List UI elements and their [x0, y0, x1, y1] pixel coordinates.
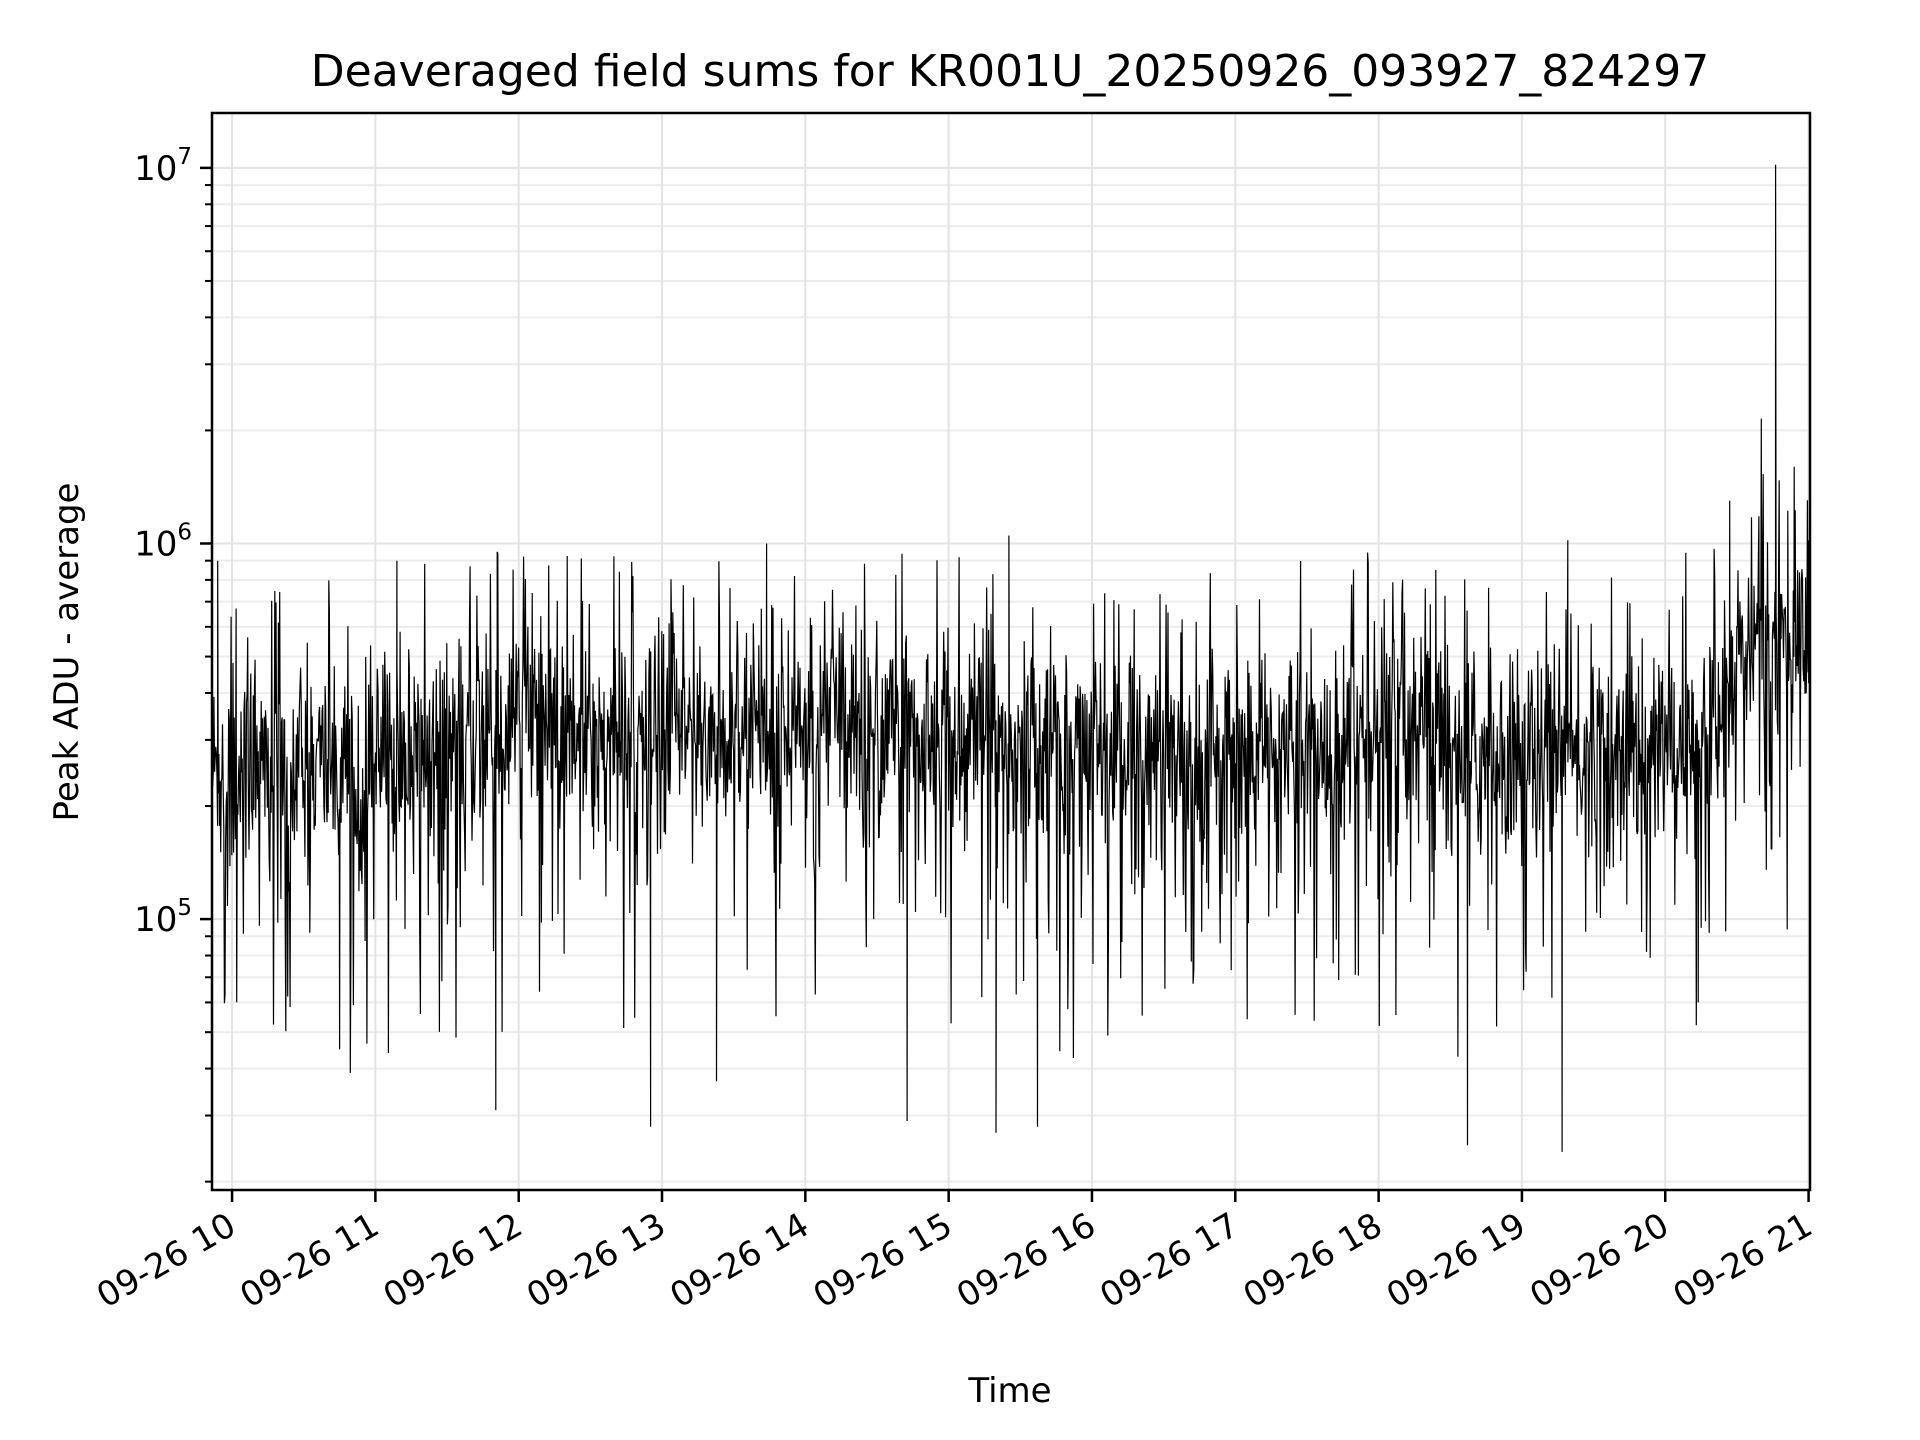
x-tick-label: 09-26 21 — [1667, 1205, 1819, 1316]
x-tick-label: 09-26 18 — [1237, 1205, 1389, 1316]
x-tick-label: 09-26 14 — [663, 1205, 815, 1316]
x-tick-label: 09-26 15 — [807, 1205, 959, 1316]
series-deaveraged-field-sum — [212, 164, 1810, 1152]
plot-area-frame — [210, 111, 1812, 1192]
x-tick-label: 09-26 11 — [233, 1205, 385, 1316]
x-tick-label: 09-26 10 — [90, 1205, 242, 1316]
x-tick-label: 09-26 13 — [520, 1205, 672, 1316]
chart-title: Deaveraged field sums for KR001U_2025092… — [311, 46, 1709, 97]
y-axis: 105 106 107 — [134, 144, 212, 1183]
series-line — [212, 164, 1810, 1152]
y-tick-label: 105 — [134, 895, 192, 940]
y-tick-label: 106 — [134, 519, 192, 564]
x-axis-label: Time — [967, 1371, 1051, 1411]
x-tick-label: 09-26 17 — [1093, 1205, 1245, 1316]
x-tick-label: 09-26 16 — [950, 1205, 1102, 1316]
y-axis-label: Peak ADU - average — [47, 483, 87, 822]
x-tick-label: 09-26 20 — [1523, 1205, 1675, 1316]
x-tick-label: 09-26 19 — [1380, 1205, 1532, 1316]
x-tick-label: 09-26 12 — [377, 1205, 529, 1316]
y-tick-label: 107 — [134, 144, 192, 189]
